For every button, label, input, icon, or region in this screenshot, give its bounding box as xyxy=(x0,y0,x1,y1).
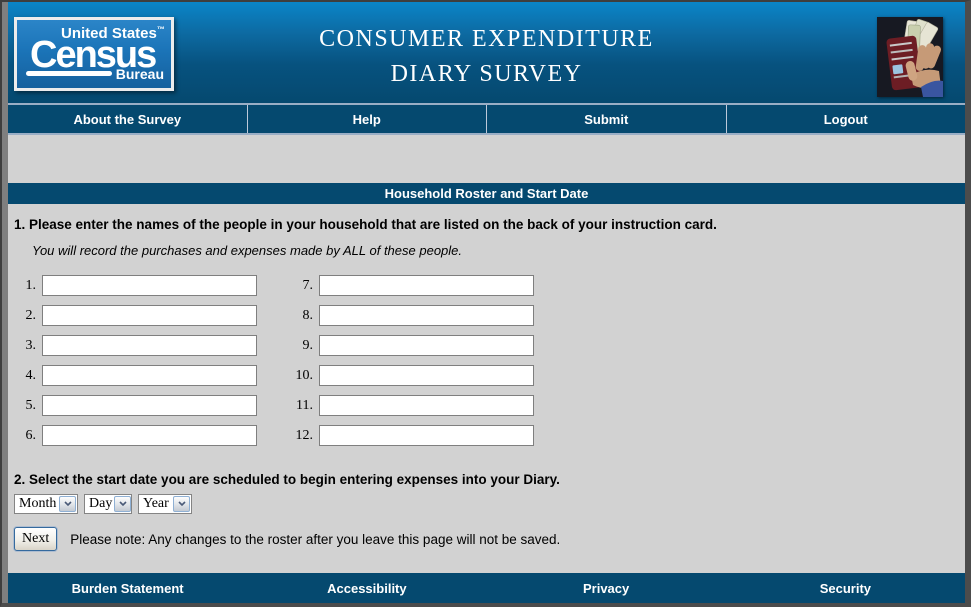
year-select[interactable]: Year xyxy=(138,494,192,514)
year-select-value: Year xyxy=(143,496,169,511)
section-title-bar: Household Roster and Start Date xyxy=(8,183,965,204)
chevron-down-icon xyxy=(173,496,190,512)
roster-form: 1. Please enter the names of the people … xyxy=(8,204,965,551)
month-select-value: Month xyxy=(19,496,57,511)
census-bureau-logo: United States™ Census Bureau xyxy=(14,17,174,91)
roster-input-8[interactable] xyxy=(319,305,534,326)
day-select-value: Day xyxy=(89,496,113,511)
wallet-photo xyxy=(877,17,943,97)
roster-input-7[interactable] xyxy=(319,275,534,296)
roster-row: 2. 8. xyxy=(14,305,965,326)
day-select[interactable]: Day xyxy=(84,494,132,514)
roster-input-9[interactable] xyxy=(319,335,534,356)
roster-input-5[interactable] xyxy=(42,395,257,416)
nav-logout[interactable]: Logout xyxy=(823,111,868,127)
roster-label-3: 3. xyxy=(25,337,37,353)
question-2: 2. Select the start date you are schedul… xyxy=(14,472,560,487)
footer-bar: Burden Statement Accessibility Privacy S… xyxy=(8,573,965,603)
roster-input-12[interactable] xyxy=(319,425,534,446)
roster-grid: 1. 7. 2. 8. 3. 9. 4. xyxy=(14,275,965,446)
logo-underline xyxy=(26,71,112,76)
main-nav: About the Survey Help Submit Logout xyxy=(8,105,965,133)
nav-bottom-divider xyxy=(8,133,965,135)
footer-privacy[interactable]: Privacy xyxy=(582,580,630,596)
logo-bureau: Bureau xyxy=(115,66,164,82)
roster-label-4: 4. xyxy=(25,367,37,383)
question-1: 1. Please enter the names of the people … xyxy=(14,217,717,232)
roster-label-9: 9. xyxy=(302,337,314,353)
roster-label-7: 7. xyxy=(302,277,314,293)
question-1-instruction: You will record the purchases and expens… xyxy=(32,243,463,258)
roster-row: 5. 11. xyxy=(14,395,965,416)
chevron-down-icon xyxy=(59,496,76,512)
roster-label-6: 6. xyxy=(25,427,37,443)
roster-input-10[interactable] xyxy=(319,365,534,386)
page-title-line2: DIARY SURVEY xyxy=(390,61,583,87)
footer-security[interactable]: Security xyxy=(819,580,872,596)
roster-label-5: 5. xyxy=(25,397,37,413)
next-button[interactable]: Next xyxy=(14,527,58,551)
roster-row: 4. 10. xyxy=(14,365,965,386)
roster-input-3[interactable] xyxy=(42,335,257,356)
roster-row: 1. 7. xyxy=(14,275,965,296)
roster-row: 6. 12. xyxy=(14,425,965,446)
roster-note: Please note: Any changes to the roster a… xyxy=(70,531,561,547)
roster-label-12: 12. xyxy=(295,427,314,443)
roster-label-11: 11. xyxy=(296,397,313,413)
month-select[interactable]: Month xyxy=(14,494,78,514)
roster-label-8: 8. xyxy=(302,307,314,323)
chevron-down-icon xyxy=(114,496,132,512)
roster-label-1: 1. xyxy=(25,277,37,293)
roster-input-4[interactable] xyxy=(42,365,257,386)
date-picker: Month Day Year xyxy=(14,494,965,514)
nav-about-the-survey[interactable]: About the Survey xyxy=(8,105,248,133)
page-title: CONSUMER EXPENDITURE DIARY SURVEY xyxy=(8,22,965,92)
footer-accessibility[interactable]: Accessibility xyxy=(327,580,407,596)
nav-submit[interactable]: Submit xyxy=(487,105,727,133)
nav-help[interactable]: Help xyxy=(248,105,487,133)
roster-input-11[interactable] xyxy=(319,395,534,416)
spacer xyxy=(8,135,965,183)
roster-row: 3. 9. xyxy=(14,335,965,356)
roster-input-1[interactable] xyxy=(42,275,257,296)
roster-input-2[interactable] xyxy=(42,305,257,326)
page-title-line1: CONSUMER EXPENDITURE xyxy=(319,26,654,52)
page-header: United States™ Census Bureau CONSUMER EX… xyxy=(8,2,965,103)
logo-census: Census xyxy=(30,34,157,76)
nav-top-divider xyxy=(8,103,965,105)
logo-united-states: United States™ xyxy=(61,25,165,42)
roster-label-10: 10. xyxy=(295,367,314,383)
next-row: Next Please note: Any changes to the ros… xyxy=(14,527,965,551)
roster-label-2: 2. xyxy=(25,307,37,323)
footer-burden-statement[interactable]: Burden Statement xyxy=(71,580,184,596)
roster-input-6[interactable] xyxy=(42,425,257,446)
